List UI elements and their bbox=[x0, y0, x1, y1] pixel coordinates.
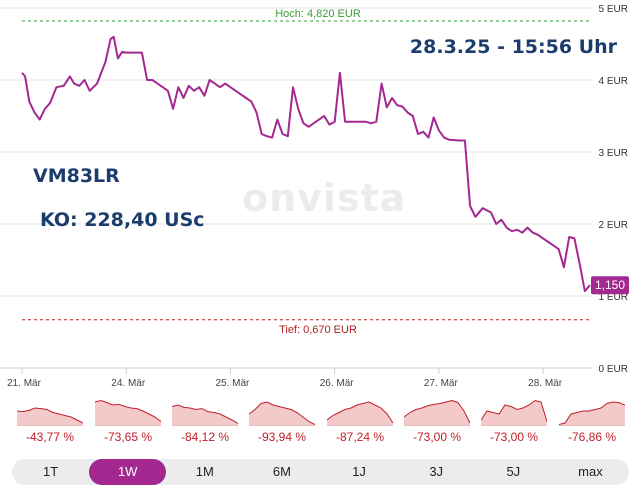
thumbnail-sparkline bbox=[17, 407, 83, 426]
timestamp-label: 28.3.25 - 15:56 Uhr bbox=[409, 36, 617, 58]
range-tab-3j[interactable]: 3J bbox=[429, 464, 444, 479]
thumbnail-performance: -73,00 % bbox=[412, 430, 462, 444]
y-tick-label: 1 EUR bbox=[599, 292, 628, 303]
sparkline-area bbox=[249, 402, 315, 426]
range-tab-1j[interactable]: 1J bbox=[352, 464, 366, 479]
y-tick-label: 3 EUR bbox=[599, 148, 628, 159]
thumbnail-performance: -76,86 % bbox=[567, 430, 617, 444]
x-tick-label: 28. Mär bbox=[528, 378, 563, 389]
range-tab-1t[interactable]: 1T bbox=[42, 464, 59, 479]
last-value-badge bbox=[591, 276, 629, 295]
period-thumbnail[interactable]: -73,00 % bbox=[404, 396, 470, 450]
symbol-label: VM83LR bbox=[33, 165, 120, 187]
thumbnail-sparkline bbox=[404, 399, 470, 426]
y-tick-label: 4 EUR bbox=[599, 76, 628, 87]
thumbnail-performance: -87,24 % bbox=[335, 430, 385, 444]
range-tab-1w[interactable]: 1W bbox=[89, 459, 167, 485]
sparkline-line bbox=[559, 401, 625, 425]
range-tab-1m[interactable]: 1M bbox=[195, 464, 214, 479]
sparkline-area bbox=[559, 402, 625, 426]
period-thumbnail[interactable]: -84,12 % bbox=[172, 396, 238, 450]
y-tick-label: 2 EUR bbox=[599, 220, 628, 231]
sparkline-line bbox=[404, 399, 470, 424]
y-tick-label: 5 EUR bbox=[599, 4, 628, 15]
sparkline-line bbox=[327, 401, 393, 424]
thumbnail-performance: -84,12 % bbox=[180, 430, 230, 444]
sparkline-area bbox=[481, 400, 547, 426]
sparkline-area bbox=[327, 402, 393, 426]
x-tick-label: 24. Mär bbox=[111, 378, 146, 389]
thumbnail-performance: -73,65 % bbox=[103, 430, 153, 444]
range-tab-5j[interactable]: 5J bbox=[506, 464, 521, 479]
sparkline-area bbox=[95, 400, 161, 426]
x-tick-label: 25. Mär bbox=[215, 378, 250, 389]
y-tick-label: 0 EUR bbox=[599, 364, 628, 375]
low-label: Tief: 0,670 EUR bbox=[279, 324, 357, 336]
sparkline-line bbox=[17, 407, 83, 424]
sparkline-line bbox=[481, 399, 547, 422]
price-line bbox=[21, 35, 591, 292]
period-thumbnail[interactable]: -76,86 % bbox=[559, 396, 625, 450]
sparkline-line bbox=[95, 399, 161, 422]
thumbnail-sparkline bbox=[327, 401, 393, 426]
thumbnail-sparkline bbox=[249, 401, 315, 426]
period-thumbnail[interactable]: -73,65 % bbox=[95, 396, 161, 450]
thumbnail-performance: -93,94 % bbox=[257, 430, 307, 444]
last-value-label: 1,150 bbox=[595, 278, 625, 292]
thumbnail-sparkline bbox=[95, 399, 161, 426]
sparkline-area bbox=[404, 400, 470, 426]
high-label: Hoch: 4,820 EUR bbox=[275, 8, 361, 20]
thumbnail-performance: -73,00 % bbox=[489, 430, 539, 444]
watermark: onvista bbox=[242, 176, 407, 220]
thumbnail-performance: -43,77 % bbox=[25, 430, 75, 444]
sparkline-area bbox=[17, 408, 83, 426]
thumbnail-sparkline bbox=[172, 404, 238, 426]
period-thumbnail[interactable]: -73,00 % bbox=[481, 396, 547, 450]
thumbnail-sparkline bbox=[559, 401, 625, 426]
price-chart: 0 EUR 1 EUR 2 EUR 3 EUR 4 EUR 5 EUR 21. Mär 24.… bbox=[0, 4, 629, 389]
range-tab-max[interactable]: max bbox=[578, 464, 603, 479]
x-tick-label: 21. Mär bbox=[7, 378, 42, 389]
period-thumbnail[interactable]: -93,94 % bbox=[249, 396, 315, 450]
range-tabs: 1T 1W 1M 6M 1J 3J 5J max bbox=[12, 459, 629, 485]
sparkline-area bbox=[172, 405, 238, 426]
x-tick-label: 27. Mär bbox=[424, 378, 459, 389]
sparkline-line bbox=[249, 401, 315, 425]
x-tick-label: 26. Mär bbox=[320, 378, 355, 389]
sparkline-line bbox=[172, 404, 238, 425]
thumbnail-sparkline bbox=[481, 399, 547, 426]
period-thumbnail[interactable]: -87,24 % bbox=[327, 396, 393, 450]
range-tab-6m[interactable]: 6M bbox=[272, 464, 291, 479]
knockout-label: KO: 228,40 USc bbox=[40, 209, 205, 231]
period-thumbnail[interactable]: -43,77 % bbox=[17, 396, 83, 450]
